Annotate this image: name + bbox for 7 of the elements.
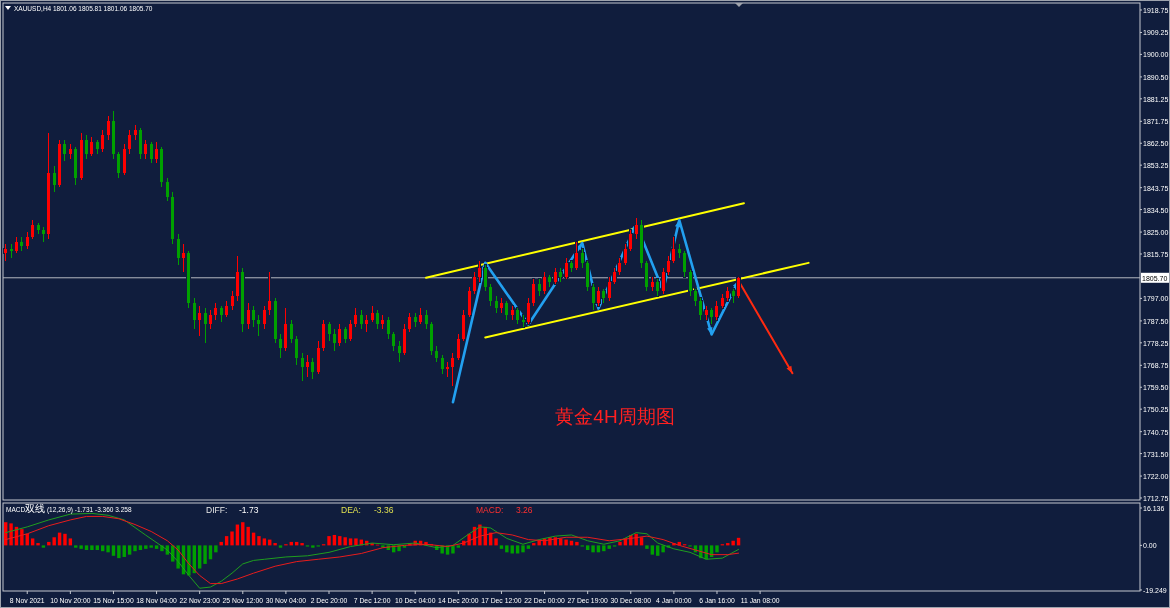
annotation: MACD:: [476, 505, 504, 515]
annotation: -1.73: [239, 505, 259, 515]
text: 黄金4H周期图: [555, 406, 675, 427]
annotation: DEA:: [341, 505, 361, 515]
annotation: -3.36: [374, 505, 394, 515]
annotation: 3.26: [516, 505, 533, 515]
annotation: DIFF:: [206, 505, 228, 515]
